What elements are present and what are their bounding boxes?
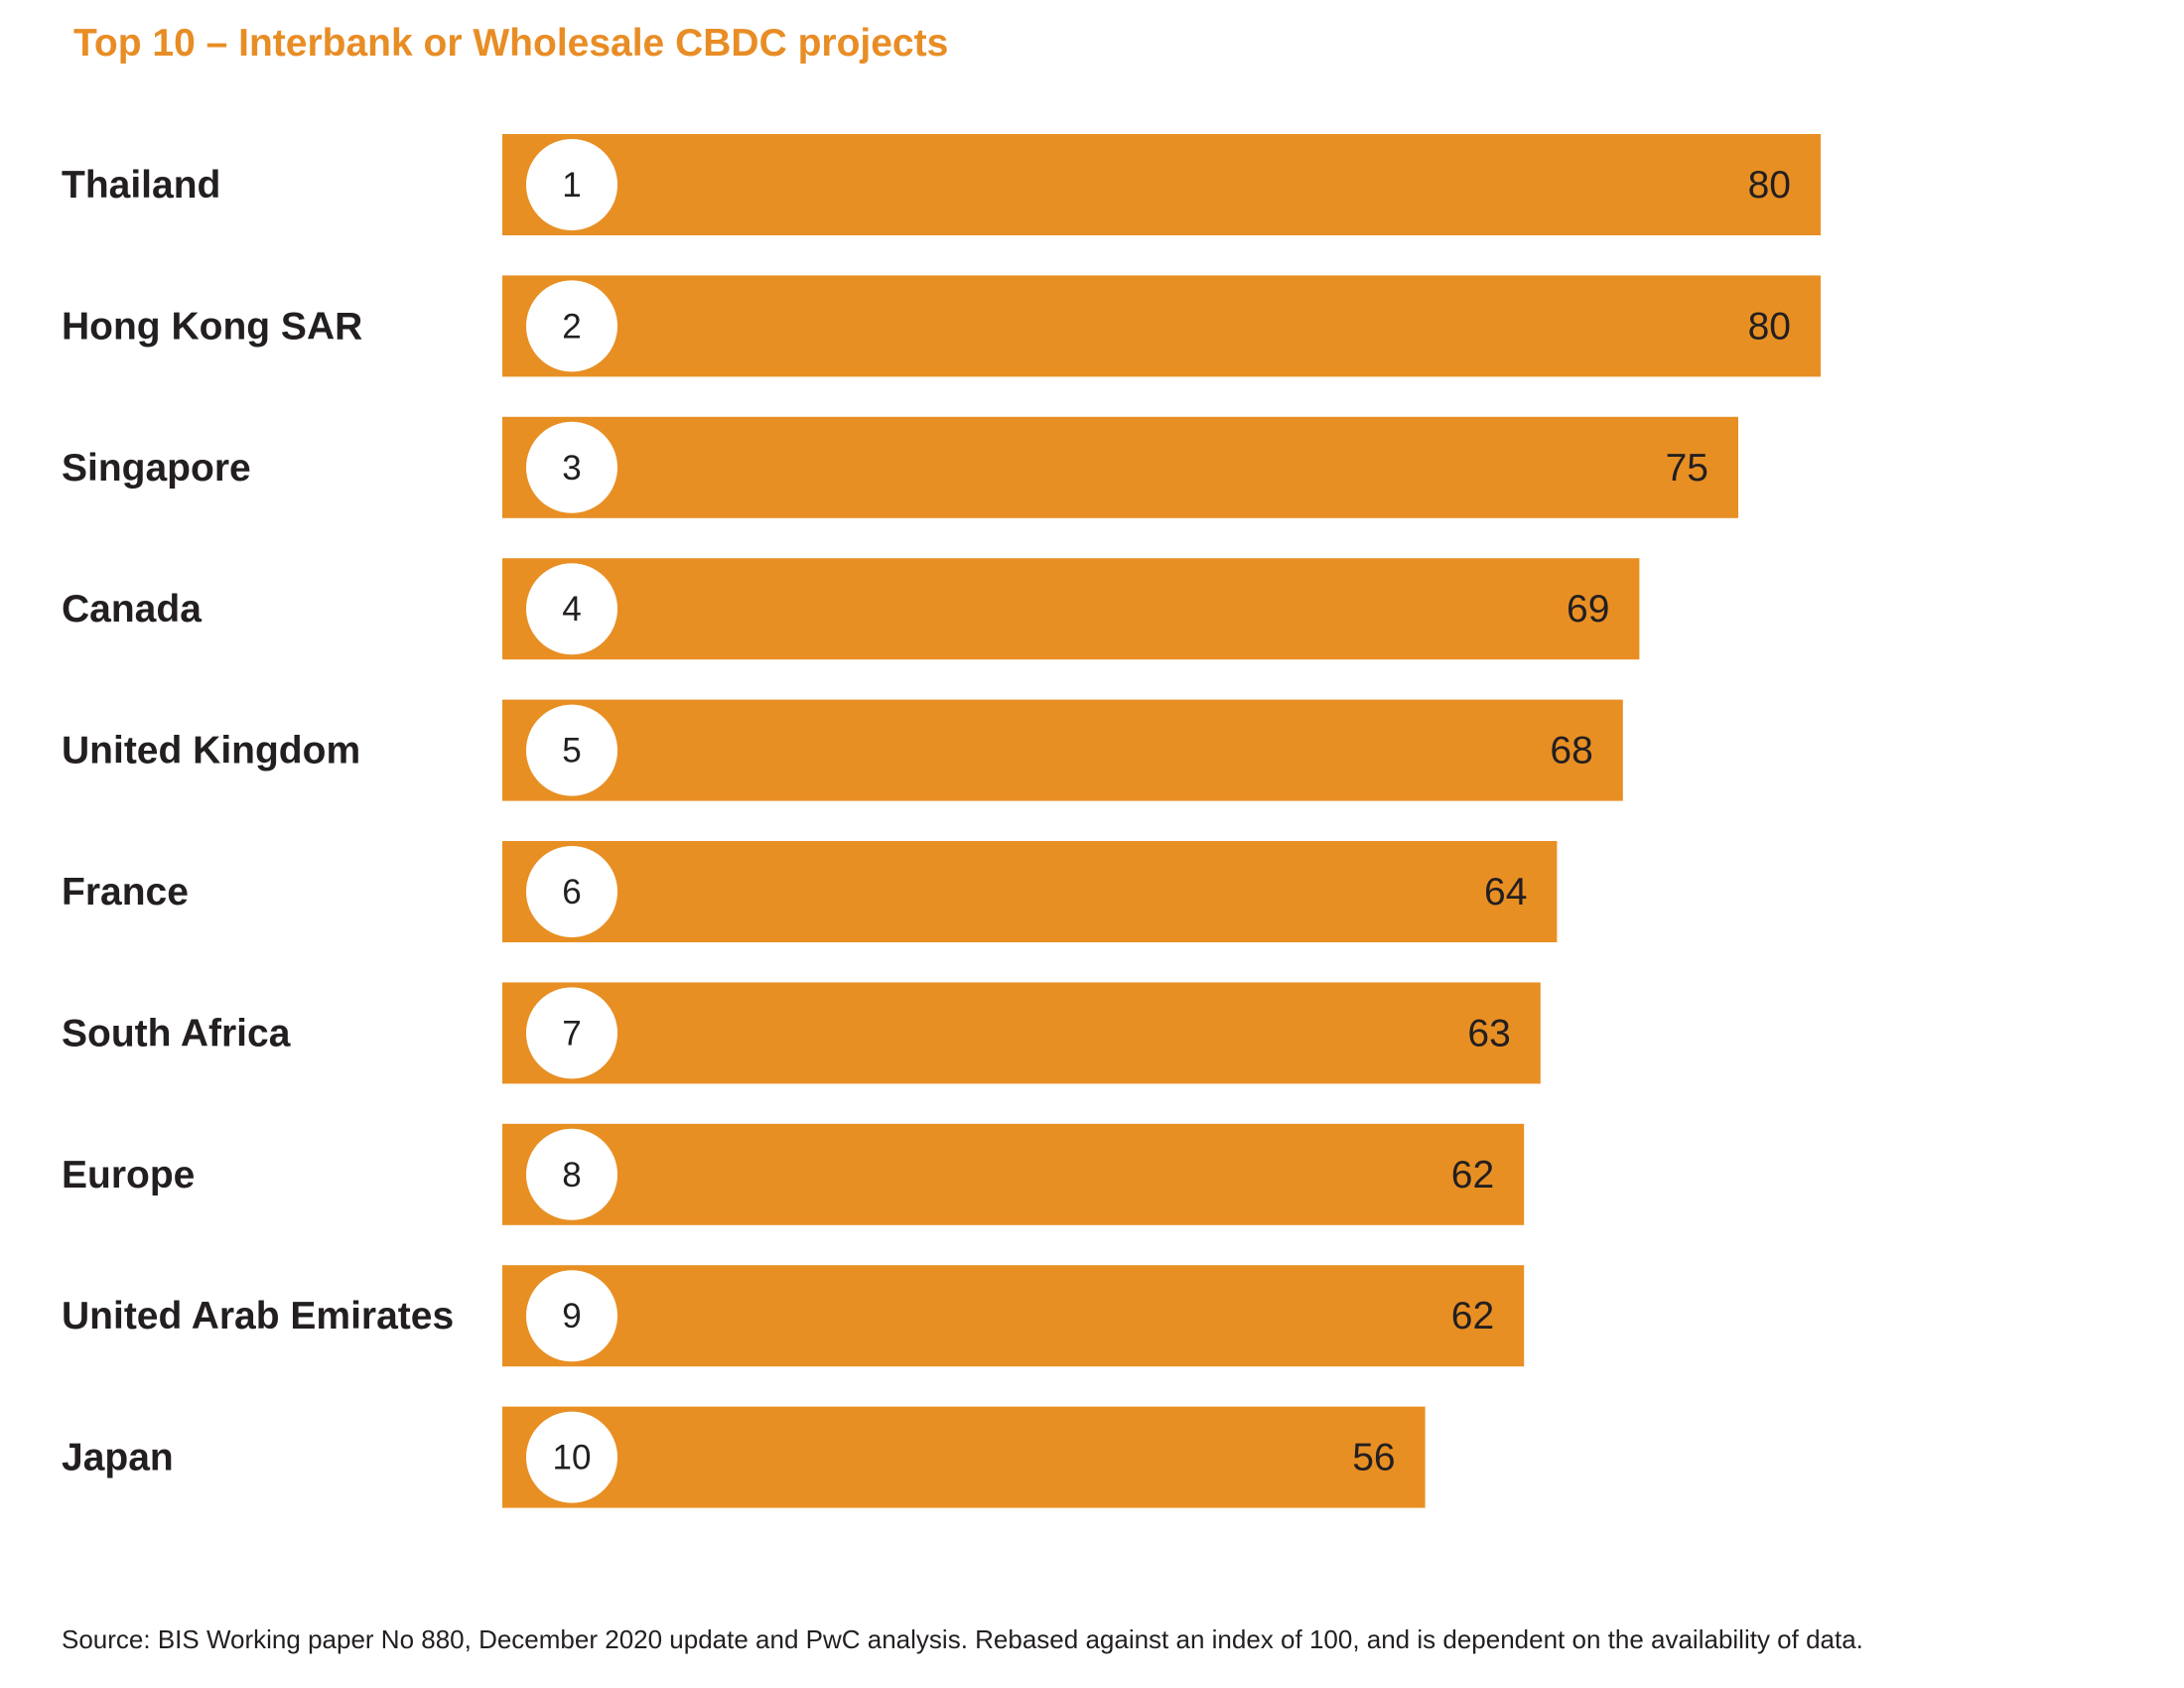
value-label: 62 [1451,1154,1494,1196]
rank-circle [526,1411,617,1503]
category-label: United Arab Emirates [62,1295,454,1337]
rank-label: 2 [562,307,581,346]
rank-circle [526,846,617,937]
value-label: 56 [1352,1437,1395,1479]
value-label: 80 [1748,164,1791,207]
chart-title: Top 10 – Interbank or Wholesale CBDC pro… [73,22,949,65]
rank-label: 5 [562,732,581,771]
bar [502,134,1821,235]
rank-label: 3 [562,449,581,488]
rank-circle [526,421,617,513]
bar [502,558,1640,660]
rank-circle [526,1128,617,1220]
rank-label: 8 [562,1156,581,1195]
value-label: 63 [1467,1012,1510,1055]
category-label: Hong Kong SAR [62,305,362,348]
rank-circle [526,1270,617,1362]
value-label: 68 [1550,730,1592,773]
category-label: Singapore [62,447,251,490]
bar [502,841,1558,942]
rank-label: 1 [562,166,581,205]
value-label: 69 [1567,588,1609,631]
bar [502,1406,1426,1508]
rank-circle [526,139,617,230]
bar [502,275,1821,377]
value-label: 62 [1451,1295,1494,1337]
category-label: Canada [62,588,202,631]
rank-circle [526,280,617,372]
bar [502,699,1623,801]
rank-label: 9 [562,1297,581,1336]
bar [502,416,1738,518]
rank-label: 10 [553,1439,592,1477]
rank-circle [526,987,617,1079]
source-note: Source: BIS Working paper No 880, Decemb… [62,1624,1863,1654]
value-label: 75 [1666,447,1708,490]
bar [502,982,1541,1084]
category-label: Europe [62,1154,195,1196]
rank-label: 6 [562,873,581,912]
bar [502,1265,1525,1367]
bar [502,1123,1525,1225]
category-label: Thailand [62,164,220,207]
value-label: 80 [1748,305,1791,348]
category-label: United Kingdom [62,730,360,773]
category-label: South Africa [62,1012,291,1055]
rank-circle [526,563,617,655]
rank-circle [526,704,617,796]
value-label: 64 [1484,871,1527,914]
rank-label: 4 [562,590,581,629]
rank-label: 7 [562,1014,581,1053]
category-label: France [62,871,189,914]
category-label: Japan [62,1437,174,1479]
